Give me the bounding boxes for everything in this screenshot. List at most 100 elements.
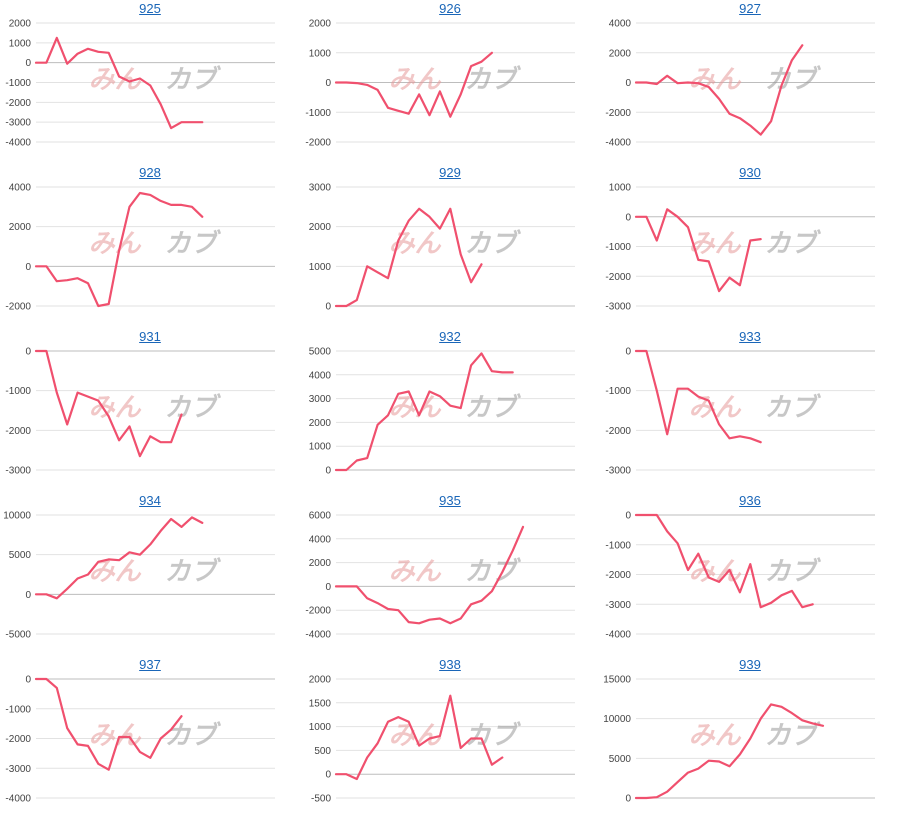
y-tick-label: -2000 xyxy=(605,272,631,283)
y-tick-label: 6000 xyxy=(309,511,332,522)
series-line xyxy=(334,352,514,472)
line-chart: 15000 10000 5000 0 みん カブ xyxy=(603,675,875,805)
y-tick-label: -3000 xyxy=(605,302,631,313)
line-chart: 0 -1000 -2000 -3000 -4000 みん カブ xyxy=(605,511,875,641)
chart-title-link[interactable]: 939 xyxy=(739,657,761,672)
watermark-logo: みん カブ xyxy=(689,65,822,95)
watermark-logo: みん カブ xyxy=(389,65,522,95)
y-tick-label: 0 xyxy=(625,511,631,522)
svg-text:カブ: カブ xyxy=(465,557,522,587)
watermark-logo: みん カブ xyxy=(689,721,822,751)
y-tick-label: -1000 xyxy=(305,108,331,119)
watermark-logo: みん カブ xyxy=(389,393,522,423)
y-tick-label: 0 xyxy=(25,347,31,358)
y-tick-label: -3000 xyxy=(605,466,631,477)
y-tick-label: 4000 xyxy=(309,370,332,381)
svg-text:みん: みん xyxy=(389,65,442,95)
y-tick-label: 0 xyxy=(625,794,631,805)
chart-panel-938: 938 2000 1500 1000 500 0 -500 みん カブ xyxy=(300,656,600,820)
y-tick-label: -2000 xyxy=(605,426,631,437)
chart-title-link[interactable]: 934 xyxy=(139,493,161,508)
y-tick-label: 0 xyxy=(625,212,631,223)
svg-text:カブ: カブ xyxy=(765,393,822,423)
chart-panel-933: 933 0 -1000 -2000 -3000 みん カブ xyxy=(600,328,900,492)
y-tick-label: -1000 xyxy=(5,386,31,397)
svg-text:カブ: カブ xyxy=(765,229,822,259)
y-tick-label: 0 xyxy=(325,466,331,477)
line-chart: 2000 1000 0 -1000 -2000 みん カブ xyxy=(305,19,575,149)
chart-panel-939: 939 15000 10000 5000 0 みん カブ xyxy=(600,656,900,820)
chart-title-link[interactable]: 937 xyxy=(139,657,161,672)
y-tick-label: 0 xyxy=(625,347,631,358)
series-line xyxy=(34,349,183,458)
chart-panel-929: 929 3000 2000 1000 0 みん カブ xyxy=(300,164,600,328)
y-tick-label: -2000 xyxy=(5,302,31,313)
svg-text:みん: みん xyxy=(89,393,142,423)
svg-text:カブ: カブ xyxy=(465,393,522,423)
line-chart: 1000 0 -1000 -2000 -3000 みん カブ xyxy=(605,183,875,313)
y-tick-label: -2000 xyxy=(5,98,31,109)
chart-title-link[interactable]: 932 xyxy=(439,329,461,344)
y-tick-label: 0 xyxy=(325,78,331,89)
chart-title-link[interactable]: 929 xyxy=(439,165,461,180)
y-tick-label: 2000 xyxy=(9,222,32,233)
y-tick-label: 1000 xyxy=(609,183,632,194)
y-tick-label: 5000 xyxy=(309,347,332,358)
y-tick-label: 0 xyxy=(325,770,331,781)
watermark-logo: みん カブ xyxy=(689,557,822,587)
chart-title-link[interactable]: 935 xyxy=(439,493,461,508)
series-line xyxy=(334,525,525,625)
chart-panel-934: 934 10000 5000 0 -5000 みん カブ xyxy=(0,492,300,656)
y-tick-label: -3000 xyxy=(605,600,631,611)
chart-panel-928: 928 4000 2000 0 -2000 みん カブ xyxy=(0,164,300,328)
chart-title-link[interactable]: 928 xyxy=(139,165,161,180)
watermark-logo: みん カブ xyxy=(689,229,822,259)
y-tick-label: 15000 xyxy=(603,675,631,686)
y-tick-label: 2000 xyxy=(309,418,332,429)
y-tick-label: 1000 xyxy=(309,262,332,273)
y-tick-label: 1000 xyxy=(309,442,332,453)
chart-title-link[interactable]: 933 xyxy=(739,329,761,344)
y-tick-label: 3000 xyxy=(309,394,332,405)
y-tick-label: 4000 xyxy=(609,19,632,30)
y-tick-label: 10000 xyxy=(603,714,631,725)
watermark-logo: みん カブ xyxy=(89,65,222,95)
svg-text:カブ: カブ xyxy=(465,65,522,95)
chart-title-link[interactable]: 936 xyxy=(739,493,761,508)
line-chart: 4000 2000 0 -2000 みん カブ xyxy=(5,183,275,313)
y-tick-label: 4000 xyxy=(9,183,32,194)
y-tick-label: 2000 xyxy=(309,19,332,30)
y-tick-label: 2000 xyxy=(309,222,332,233)
series-line xyxy=(634,44,804,136)
y-tick-label: 0 xyxy=(25,590,31,601)
y-tick-label: -5000 xyxy=(5,630,31,641)
chart-title-link[interactable]: 926 xyxy=(439,1,461,16)
chart-title-link[interactable]: 930 xyxy=(739,165,761,180)
series-line xyxy=(334,51,493,118)
series-line xyxy=(34,191,204,308)
chart-title-link[interactable]: 938 xyxy=(439,657,461,672)
y-tick-label: -1000 xyxy=(605,242,631,253)
watermark-logo: みん カブ xyxy=(89,393,222,423)
chart-title-link[interactable]: 927 xyxy=(739,1,761,16)
y-tick-label: -2000 xyxy=(305,138,331,149)
y-tick-label: 0 xyxy=(325,582,331,593)
chart-title-link[interactable]: 931 xyxy=(139,329,161,344)
line-chart: 10000 5000 0 -5000 みん カブ xyxy=(3,511,275,641)
y-tick-label: 2000 xyxy=(309,558,332,569)
line-chart: 0 -1000 -2000 -3000 みん カブ xyxy=(5,347,275,477)
y-tick-label: -1000 xyxy=(605,386,631,397)
line-chart: 5000 4000 3000 2000 1000 0 みん カブ xyxy=(309,347,575,477)
y-tick-label: -1000 xyxy=(5,704,31,715)
y-tick-label: -3000 xyxy=(5,466,31,477)
chart-panel-930: 930 1000 0 -1000 -2000 -3000 みん カブ xyxy=(600,164,900,328)
svg-text:みん: みん xyxy=(89,229,142,259)
y-tick-label: 0 xyxy=(25,262,31,273)
watermark-logo: みん カブ xyxy=(389,557,522,587)
y-tick-label: 2000 xyxy=(309,675,332,686)
chart-title-link[interactable]: 925 xyxy=(139,1,161,16)
line-chart: 6000 4000 2000 0 -2000 -4000 みん カブ xyxy=(305,511,575,641)
svg-text:カブ: カブ xyxy=(165,557,222,587)
line-chart: 2000 1000 0 -1000 -2000 -3000 -4000 みん カブ xyxy=(5,19,275,149)
